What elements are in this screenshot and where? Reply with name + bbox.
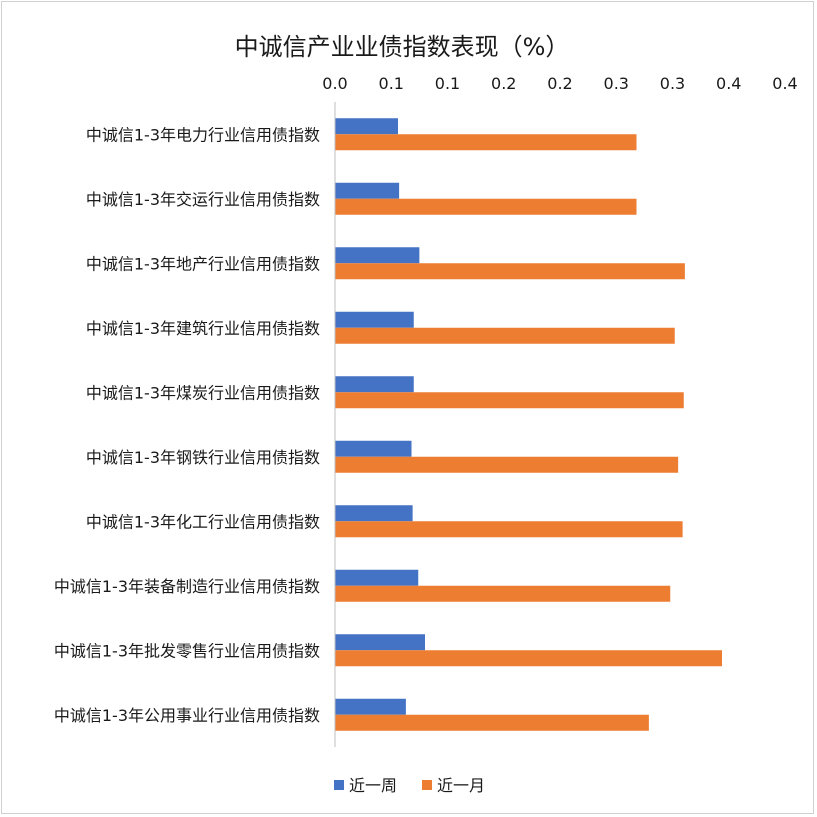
bars [335,118,722,731]
category-label: 中诚信1-3年批发零售行业信用债指数 [54,641,320,660]
x-tick-label: 0.2 [491,74,516,93]
bar-month [335,456,679,473]
bar-week [335,569,419,586]
legend-label: 近一周 [349,776,397,795]
bar-month [335,650,722,667]
x-tick-label: 0.1 [379,74,404,93]
x-tick-label: 0.3 [660,74,685,93]
x-tick-label: 0.2 [547,74,572,93]
bar-month [335,521,683,538]
bar-month [335,392,684,409]
x-tick-label: 0.4 [772,74,797,93]
category-label: 中诚信1-3年装备制造行业信用债指数 [54,577,320,596]
bar-week [335,182,400,199]
x-axis-ticks: 0.0 0.1 0.1 0.2 0.2 0.3 0.3 0.4 0.4 [322,74,797,93]
category-labels: 中诚信1-3年电力行业信用债指数中诚信1-3年交运行业信用债指数中诚信1-3年地… [54,125,320,725]
category-label: 中诚信1-3年化工行业信用债指数 [86,512,320,531]
category-label: 中诚信1-3年电力行业信用债指数 [86,125,320,144]
legend: 近一周 近一月 [334,776,485,795]
bar-week [335,311,414,328]
bar-week [335,698,406,715]
bar-week [335,634,425,651]
bar-week [335,505,413,522]
category-label: 中诚信1-3年地产行业信用债指数 [86,254,320,273]
legend-swatch [422,780,432,790]
bar-week [335,440,412,457]
bar-month [335,714,649,731]
category-label: 中诚信1-3年煤炭行业信用债指数 [86,383,320,402]
bar-month [335,327,675,344]
category-label: 中诚信1-3年建筑行业信用债指数 [86,319,320,338]
x-tick-label: 0.1 [435,74,460,93]
category-label: 中诚信1-3年交运行业信用债指数 [86,190,320,209]
x-tick-label: 0.3 [604,74,629,93]
legend-label: 近一月 [437,776,485,795]
bar-month [335,585,671,602]
chart-title: 中诚信产业业债指数表现（%） [235,33,570,61]
x-tick-label: 0.0 [322,74,347,93]
bar-week [335,376,414,393]
bar-month [335,263,685,280]
bar-week [335,118,398,135]
legend-swatch [334,780,344,790]
bar-month [335,198,637,215]
category-label: 中诚信1-3年钢铁行业信用债指数 [86,448,320,467]
x-tick-label: 0.4 [716,74,741,93]
category-label: 中诚信1-3年公用事业行业信用债指数 [54,706,320,725]
bar-month [335,134,637,151]
bar-week [335,247,420,264]
